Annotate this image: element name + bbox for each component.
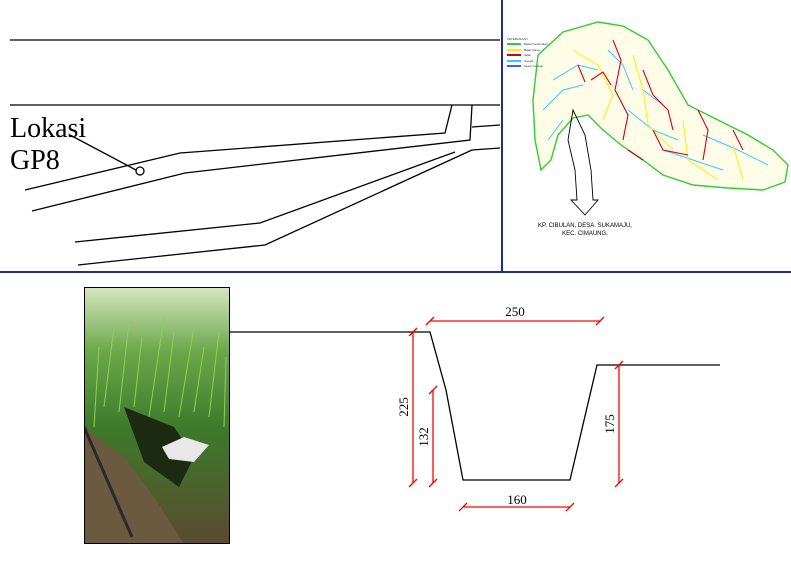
dimension-lines bbox=[408, 316, 624, 512]
location-label-line1: Lokasi bbox=[10, 113, 87, 144]
location-sketch bbox=[10, 39, 500, 266]
sketch-culvert-right bbox=[471, 124, 500, 151]
dim-top-width-label: 250 bbox=[505, 304, 525, 319]
legend-swatch-jalan bbox=[507, 54, 521, 57]
white-debris bbox=[162, 437, 209, 462]
bare-soil bbox=[84, 427, 184, 544]
dim-left-lower-tick-bottom bbox=[428, 478, 438, 488]
location-pointer-line bbox=[69, 134, 137, 171]
area-map bbox=[532, 21, 789, 216]
panel-divider bbox=[501, 0, 503, 272]
legend-item: Sesar Geologi bbox=[507, 64, 548, 70]
dim-right-tick-top bbox=[614, 360, 624, 370]
sketch-road-lower bbox=[31, 104, 473, 212]
legend-item-label: Sungai bbox=[524, 58, 534, 63]
dim-top-tick-left bbox=[425, 316, 435, 326]
legend-swatch-sesar bbox=[507, 65, 521, 68]
legend-item-label: Batas Desa bbox=[524, 47, 540, 52]
sketch-road-upper bbox=[24, 104, 453, 191]
map-arrow bbox=[567, 108, 599, 216]
legend-item-label: Sesar Geologi bbox=[524, 64, 544, 69]
dim-right-depth-label: 175 bbox=[602, 414, 617, 434]
dim-bottom-tick-left bbox=[458, 502, 468, 512]
legend-swatch-kecamatan bbox=[507, 43, 521, 46]
legend-title: KETERANGAN bbox=[507, 36, 528, 41]
map-legend: KETERANGAN Batas Kecamatan Batas Desa Ja… bbox=[507, 36, 548, 69]
sketch-drain-right bbox=[77, 149, 473, 266]
dim-right-tick-bottom bbox=[614, 478, 624, 488]
map-caption: KP. CIBULAN, DESA. SUKAMAJU, KEC. CIMAUN… bbox=[520, 222, 650, 238]
channel-shadow bbox=[124, 407, 194, 487]
legend-item: Batas Kecamatan bbox=[507, 42, 548, 48]
dim-left-total-tick-top bbox=[408, 327, 418, 337]
legend-item-label: Batas Kecamatan bbox=[524, 42, 548, 47]
legend-swatch-desa bbox=[507, 48, 521, 51]
location-label: Lokasi GP8 bbox=[10, 113, 86, 177]
dim-left-lower-label: 132 bbox=[416, 427, 431, 447]
map-caption-line2: KEC. CIMAUNG. bbox=[562, 231, 608, 237]
sketch-drain-left bbox=[74, 151, 456, 243]
dim-left-total-label: 225 bbox=[396, 397, 411, 417]
map-boundary bbox=[532, 21, 789, 191]
map-roads bbox=[577, 39, 744, 161]
legend-item-label: Jalan bbox=[524, 53, 532, 58]
section-divider bbox=[0, 271, 791, 273]
dim-top-tick-right bbox=[595, 316, 605, 326]
location-label-line2: GP8 bbox=[10, 145, 60, 176]
channel-profile: 250 160 225 132 175 bbox=[230, 304, 720, 512]
dim-left-lower-tick-top bbox=[428, 385, 438, 395]
dim-bottom-width-label: 160 bbox=[507, 492, 527, 507]
grass-blades bbox=[93, 316, 227, 428]
legend-swatch-sungai bbox=[507, 59, 521, 62]
channel-outline bbox=[230, 331, 720, 481]
pipe bbox=[84, 426, 134, 538]
field-photo bbox=[84, 287, 230, 544]
map-village-borders bbox=[572, 49, 744, 181]
dim-bottom-tick-right bbox=[565, 502, 575, 512]
map-caption-line1: KP. CIBULAN, DESA. SUKAMAJU, bbox=[538, 223, 632, 229]
legend-item: Batas Desa bbox=[507, 47, 548, 53]
location-marker bbox=[135, 166, 145, 176]
dim-left-total-tick-bottom bbox=[408, 478, 418, 488]
legend-item: Jalan bbox=[507, 53, 548, 59]
legend-item: Sungai bbox=[507, 58, 548, 64]
